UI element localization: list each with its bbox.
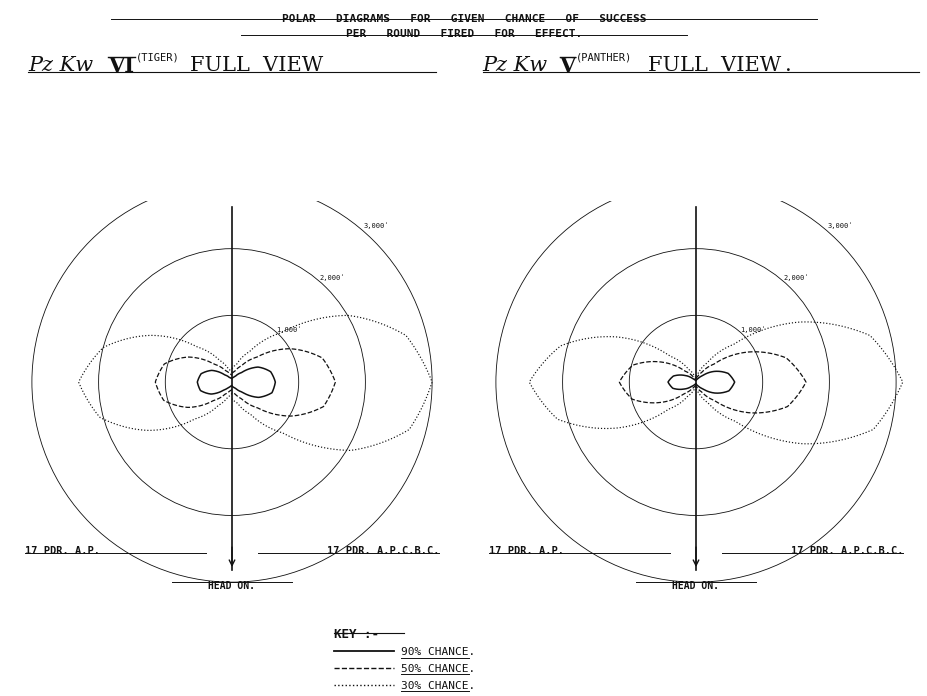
Text: VI: VI [108,56,133,76]
Text: 17 PDR. A.P.: 17 PDR. A.P. [25,546,100,556]
Text: 17 PDR. A.P.C.B.C.: 17 PDR. A.P.C.B.C. [790,546,902,556]
Text: .: . [784,56,791,74]
Text: 50% CHANCE.: 50% CHANCE. [400,664,475,674]
Text: 2,000ʹ: 2,000ʹ [782,274,808,281]
Text: Pz Kw: Pz Kw [482,56,553,74]
Text: 90% CHANCE.: 90% CHANCE. [400,647,475,657]
Text: 17 PDR. A.P.C.B.C.: 17 PDR. A.P.C.B.C. [326,546,438,556]
Text: PER   ROUND   FIRED   FOR   EFFECT.: PER ROUND FIRED FOR EFFECT. [346,29,581,39]
Text: FULL  VIEW: FULL VIEW [647,56,781,74]
Text: POLAR   DIAGRAMS   FOR   GIVEN   CHANCE   OF   SUCCESS: POLAR DIAGRAMS FOR GIVEN CHANCE OF SUCCE… [282,14,645,24]
Text: HEAD ON.: HEAD ON. [672,580,718,591]
Text: HEAD ON.: HEAD ON. [209,580,255,591]
Text: (PANTHER): (PANTHER) [576,53,632,63]
Text: 30% CHANCE.: 30% CHANCE. [400,681,475,690]
Text: 3,000ʹ: 3,000ʹ [362,222,388,229]
Text: 2,000ʹ: 2,000ʹ [319,274,345,281]
Text: V: V [559,56,576,76]
Text: 17 PDR. A.P.: 17 PDR. A.P. [489,546,564,556]
Text: 1,000ʹ: 1,000ʹ [739,326,765,333]
Text: 1,000ʹ: 1,000ʹ [275,326,301,333]
Text: FULL  VIEW: FULL VIEW [190,56,324,74]
Text: KEY :-: KEY :- [334,628,378,641]
Text: (TIGER): (TIGER) [135,53,179,63]
Text: Pz Kw: Pz Kw [28,56,99,74]
Text: 3,000ʹ: 3,000ʹ [826,222,852,229]
